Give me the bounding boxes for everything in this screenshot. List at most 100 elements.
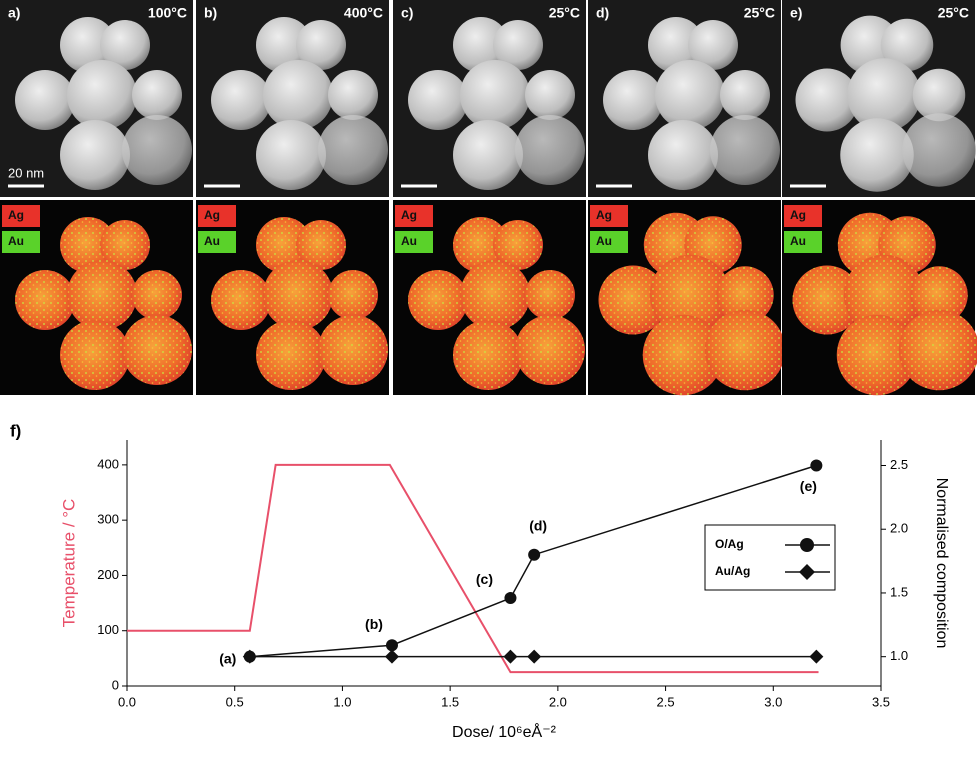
particle: [453, 17, 509, 73]
legend-marker: [799, 564, 815, 580]
point-label: (d): [529, 517, 547, 533]
point-label: (a): [219, 650, 236, 666]
legend-ag-label: Ag: [204, 208, 220, 222]
panel-temperature: 25°C: [744, 5, 775, 21]
particle: [847, 58, 921, 132]
particle-map-speckle: [704, 309, 786, 391]
panel-temperature: 25°C: [549, 5, 580, 21]
particle: [525, 70, 575, 120]
panel: d) 25°C Ag Au: [588, 0, 786, 396]
particle-map-speckle: [263, 260, 333, 330]
point: [528, 548, 541, 561]
legend-ag: [784, 205, 822, 227]
legend-ag: [2, 205, 40, 227]
y-tick-label: 400: [97, 456, 119, 471]
panel-temperature: 100°C: [148, 5, 187, 21]
particle-map-speckle: [256, 320, 326, 390]
x-tick-label: 3.0: [764, 694, 782, 709]
point: [385, 639, 398, 652]
point: [242, 649, 257, 664]
legend-ag-label: Ag: [8, 208, 24, 222]
x-tick-label: 1.5: [441, 694, 459, 709]
particle: [263, 60, 333, 130]
particle: [912, 68, 966, 122]
particle: [493, 20, 543, 70]
particle-map-speckle: [598, 265, 668, 335]
particle-map-speckle: [515, 315, 585, 385]
panel-label: e): [790, 5, 802, 21]
y2-tick-label: 2.0: [890, 521, 908, 536]
particle: [515, 115, 585, 185]
legend-ag-label: Ag: [401, 208, 417, 222]
panel: c) 25°C Ag Au: [393, 0, 586, 395]
panel-label: a): [8, 5, 20, 21]
y-axis-label: Temperature / °C: [59, 499, 78, 628]
particle-map-speckle: [318, 315, 388, 385]
particle: [710, 115, 780, 185]
legend-au: [2, 231, 40, 253]
particle: [211, 70, 271, 130]
particle: [60, 17, 116, 73]
particle-map-speckle: [910, 266, 968, 324]
particle-map-speckle: [716, 266, 774, 324]
x-tick-label: 0.5: [226, 694, 244, 709]
particle: [648, 120, 718, 190]
panel: e) 25°C Ag Au: [782, 0, 977, 396]
particle: [688, 20, 738, 70]
legend-ag: [590, 205, 628, 227]
particle-map-speckle: [60, 217, 116, 273]
point: [527, 649, 542, 664]
point-label: (c): [476, 571, 493, 587]
x-tick-label: 1.0: [333, 694, 351, 709]
legend-label: Au/Ag: [715, 564, 750, 578]
particle-map-speckle: [843, 254, 925, 336]
panel-temperature: 25°C: [938, 5, 969, 21]
particle: [902, 113, 976, 187]
legend-au-label: Au: [401, 234, 417, 248]
scale-label: 20 nm: [8, 165, 44, 180]
legend-au: [198, 231, 236, 253]
y2-tick-label: 2.5: [890, 457, 908, 472]
x-tick-label: 2.5: [657, 694, 675, 709]
particle: [453, 120, 523, 190]
particle: [880, 18, 934, 72]
particle-map-speckle: [525, 270, 575, 320]
particle-map-speckle: [493, 220, 543, 270]
point: [504, 592, 517, 605]
particle: [408, 70, 468, 130]
particle: [648, 17, 704, 73]
point-label: (b): [365, 616, 383, 632]
particle-map-speckle: [836, 314, 918, 396]
legend-au-label: Au: [596, 234, 612, 248]
y2-axis-label: Normalised composition: [933, 478, 950, 649]
legend-au-label: Au: [8, 234, 24, 248]
particle: [60, 120, 130, 190]
legend-ag-label: Ag: [790, 208, 806, 222]
particle-map-speckle: [122, 315, 192, 385]
panel-label: d): [596, 5, 609, 21]
particle: [318, 115, 388, 185]
panel-label: f): [10, 421, 21, 440]
particle-map-speckle: [792, 265, 862, 335]
y2-tick-label: 1.0: [890, 648, 908, 663]
particle: [655, 60, 725, 130]
point: [810, 459, 823, 472]
particle: [795, 68, 859, 132]
y2-tick-label: 1.5: [890, 584, 908, 599]
point: [503, 649, 518, 664]
particle-map-speckle: [453, 320, 523, 390]
particle: [603, 70, 663, 130]
point: [384, 649, 399, 664]
particle-map-speckle: [211, 270, 271, 330]
particle-map-speckle: [67, 260, 137, 330]
panel-temperature: 400°C: [344, 5, 383, 21]
legend-ag: [395, 205, 433, 227]
x-tick-label: 0.0: [118, 694, 136, 709]
x-axis-label: Dose/ 10⁶eÅ⁻²: [452, 722, 557, 741]
particle-map-speckle: [60, 320, 130, 390]
point: [809, 649, 824, 664]
y-tick-label: 300: [97, 512, 119, 527]
particle-map-speckle: [132, 270, 182, 320]
particle: [256, 120, 326, 190]
